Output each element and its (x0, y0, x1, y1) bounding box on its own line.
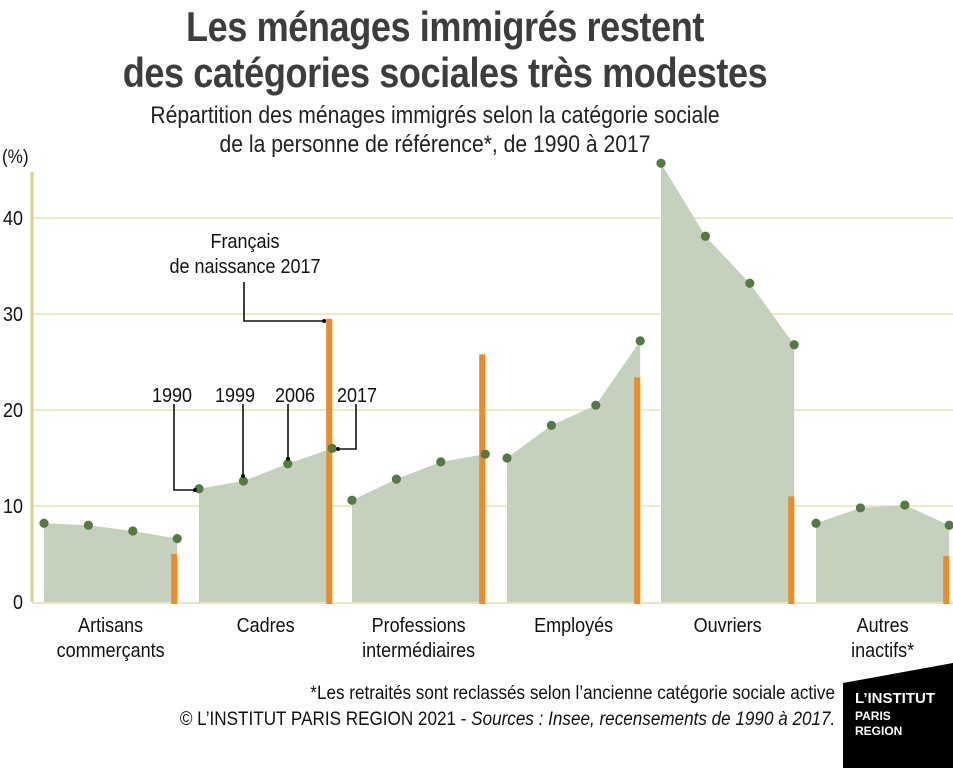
data-point (128, 526, 138, 536)
category-label: commerçants (57, 640, 165, 662)
logo-line1: L’INSTITUT (855, 690, 935, 707)
category-label: intermédiaires (362, 640, 475, 662)
category-label: Ouvriers (694, 615, 762, 637)
category-label: Employés (534, 615, 613, 637)
data-point (238, 476, 248, 486)
leader-dot (241, 474, 245, 479)
chart-title-line2: des catégories sociales très modestes (122, 49, 768, 96)
leader-dot (286, 456, 290, 461)
year-annotation-2006: 2006 (275, 385, 315, 407)
data-point (635, 336, 645, 346)
bar-francais-2017 (479, 354, 486, 604)
data-point (480, 449, 490, 459)
francais-annotation-line1: Français (211, 231, 280, 253)
footnote-retraites: *Les retraités sont reclassés selon l’an… (310, 683, 835, 704)
sources-text: Sources : Insee, recensements de 1990 à … (470, 709, 835, 730)
leader-2017 (338, 404, 357, 450)
data-point (391, 474, 401, 484)
credit-text: © L’INSTITUT PARIS REGION 2021 - (179, 709, 471, 730)
area-immigres (199, 448, 333, 602)
leader-francais (243, 282, 325, 322)
data-point (283, 459, 293, 469)
area-immigres (661, 163, 795, 602)
category-label: Cadres (237, 615, 295, 637)
footnote-sources: © L’INSTITUT PARIS REGION 2021 - Sources… (180, 709, 835, 731)
data-point (656, 158, 666, 168)
data-point (347, 495, 357, 505)
y-tick-label: 30 (3, 304, 23, 326)
area-immigres (352, 454, 486, 602)
area-immigres (507, 340, 641, 602)
category-label: inactifs* (851, 640, 915, 662)
data-point (789, 340, 799, 350)
area-immigres (44, 523, 178, 602)
bar-francais-2017 (171, 554, 178, 604)
logo-background (843, 663, 953, 768)
data-point (944, 520, 953, 530)
data-point (327, 443, 337, 453)
y-axis-unit-label: (%) (2, 146, 29, 167)
year-annotation-1999: 1999 (215, 385, 255, 407)
chart-title-line1: Les ménages immigrés restent (186, 3, 704, 50)
data-point (700, 231, 711, 241)
francais-annotation-line2: de naissance 2017 (169, 256, 320, 278)
leader-dot (336, 447, 340, 451)
bar-francais-2017 (326, 318, 333, 604)
chart-subtitle-line2: de la personne de référence*, de 1990 à … (219, 131, 651, 158)
bar-francais-2017 (634, 377, 641, 604)
data-point (745, 278, 755, 288)
leader-1990 (173, 404, 195, 491)
year-annotation-2017: 2017 (337, 385, 377, 407)
data-point (436, 457, 446, 467)
leader-dot (322, 319, 327, 323)
data-point (39, 518, 49, 528)
data-point (900, 500, 910, 510)
area-immigres (816, 505, 950, 602)
data-point (591, 400, 601, 410)
y-tick-label: 10 (3, 496, 23, 518)
y-tick-label: 20 (3, 400, 23, 422)
bar-francais-2017 (943, 555, 950, 604)
data-point (502, 453, 512, 463)
data-point (546, 420, 557, 430)
chart-subtitle-line1: Répartition des ménages immigrés selon l… (150, 102, 720, 129)
logo-line3: REGION (855, 724, 902, 738)
y-tick-label: 40 (3, 208, 23, 230)
category-label: Professions (372, 615, 466, 637)
data-point (811, 518, 821, 528)
institut-logo: L’INSTITUT PARIS REGION (843, 663, 953, 768)
leader-dot (193, 488, 197, 492)
logo-line2: PARIS (855, 709, 891, 723)
y-tick-label: 0 (13, 592, 23, 614)
data-point (855, 503, 866, 513)
data-point (172, 534, 182, 544)
category-label: Artisans (78, 615, 143, 637)
bar-francais-2017 (788, 496, 795, 604)
data-point (83, 520, 93, 530)
category-label: Autres (857, 615, 909, 637)
year-annotation-1990: 1990 (152, 385, 192, 407)
